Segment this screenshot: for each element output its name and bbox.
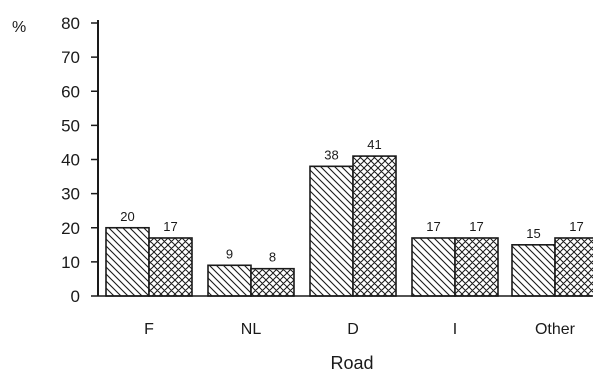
category-label: NL — [241, 321, 262, 338]
data-label: 17 — [469, 219, 483, 234]
category-labels-group: F NL D I Other — [144, 321, 576, 338]
bar-cross-d — [352, 155, 397, 297]
data-label: 20 — [120, 209, 134, 224]
y-tick-label: 70 — [61, 48, 80, 67]
bar-diagonal-f — [105, 226, 150, 297]
y-tick-label: 40 — [61, 151, 80, 170]
y-tick-label: 10 — [61, 253, 80, 272]
data-label: 17 — [426, 219, 440, 234]
bar-cross-other — [554, 237, 593, 297]
data-label: 8 — [269, 250, 276, 265]
bars-group — [105, 155, 593, 297]
category-label: F — [144, 321, 154, 338]
y-tick-label: 30 — [61, 185, 80, 204]
data-label: 17 — [163, 219, 177, 234]
category-label: I — [453, 321, 457, 338]
y-tick-label: 20 — [61, 219, 80, 238]
data-label: 15 — [526, 226, 540, 241]
bar-diagonal-d — [309, 165, 354, 297]
data-label: 38 — [324, 147, 338, 162]
bar-diagonal-i — [411, 237, 456, 297]
data-label: 17 — [569, 219, 583, 234]
y-tick-label: 80 — [61, 14, 80, 33]
bar-diagonal-other — [511, 244, 556, 297]
bar-cross-f — [148, 237, 193, 297]
y-tick-label: 60 — [61, 82, 80, 101]
y-axis-ticks: 0 10 20 30 40 50 60 70 80 — [61, 14, 98, 306]
data-labels-group: 20 17 9 8 38 41 17 17 15 17 — [120, 137, 583, 265]
x-axis-title: Road — [330, 353, 373, 373]
bar-cross-i — [454, 237, 499, 297]
data-label: 41 — [367, 137, 381, 152]
bar-cross-nl — [250, 267, 295, 297]
data-label: 9 — [226, 246, 233, 261]
category-label: Other — [535, 321, 576, 338]
category-label: D — [347, 321, 359, 338]
y-tick-label: 0 — [71, 287, 80, 306]
y-tick-label: 50 — [61, 116, 80, 135]
bar-diagonal-nl — [207, 264, 252, 297]
y-axis-unit-label: % — [12, 19, 26, 36]
